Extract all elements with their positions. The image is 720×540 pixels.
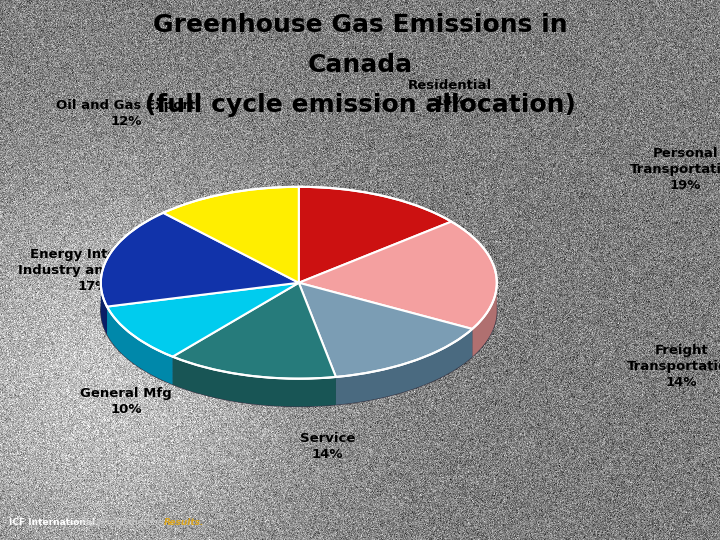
Text: Passion. Expertise.: Passion. Expertise. xyxy=(78,518,168,527)
Text: Oil and Gas Export
12%: Oil and Gas Export 12% xyxy=(56,99,196,128)
Text: Greenhouse Gas Emissions in: Greenhouse Gas Emissions in xyxy=(153,12,567,37)
Polygon shape xyxy=(299,283,472,377)
Text: (full cycle emission allocation): (full cycle emission allocation) xyxy=(145,93,575,117)
Ellipse shape xyxy=(101,187,497,379)
Polygon shape xyxy=(173,356,336,407)
Text: ICF International.: ICF International. xyxy=(9,518,98,527)
Polygon shape xyxy=(101,213,299,307)
Polygon shape xyxy=(299,221,497,329)
Text: Results.: Results. xyxy=(164,518,204,527)
Text: Energy Intensive
Industry and Mining
17%: Energy Intensive Industry and Mining 17% xyxy=(18,248,168,293)
Polygon shape xyxy=(107,307,173,384)
Ellipse shape xyxy=(101,214,497,407)
Text: Freight
Transportation
14%: Freight Transportation 14% xyxy=(626,343,720,389)
Text: Canada: Canada xyxy=(307,53,413,77)
Polygon shape xyxy=(472,284,497,357)
Text: Residential
14%: Residential 14% xyxy=(408,79,492,108)
Polygon shape xyxy=(107,283,299,356)
Polygon shape xyxy=(336,329,472,405)
Text: Personal
Transportation
19%: Personal Transportation 19% xyxy=(630,147,720,192)
Polygon shape xyxy=(173,283,336,379)
Polygon shape xyxy=(101,284,107,334)
Text: General Mfg
10%: General Mfg 10% xyxy=(80,387,172,416)
Polygon shape xyxy=(299,187,451,283)
Text: Service
14%: Service 14% xyxy=(300,433,355,461)
Polygon shape xyxy=(163,187,299,283)
